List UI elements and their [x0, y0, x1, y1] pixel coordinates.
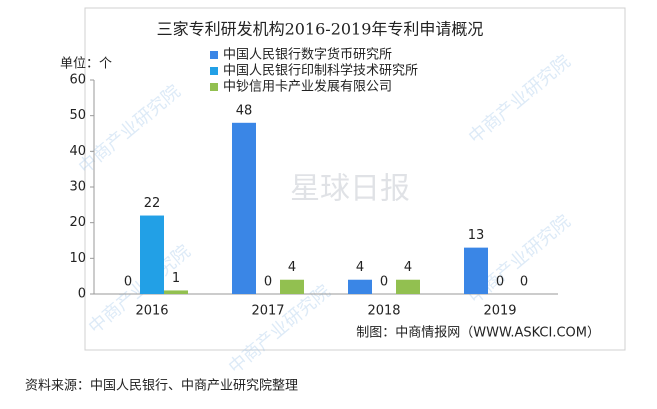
- bar: [396, 279, 420, 294]
- data-label: 4: [356, 260, 364, 275]
- data-label: 1: [172, 271, 180, 286]
- x-tick-label: 2017: [251, 304, 284, 319]
- y-tick-label: 30: [69, 180, 86, 195]
- watermark: 星球日报: [290, 172, 410, 207]
- x-tick-label: 2019: [483, 304, 516, 319]
- y-tick-label: 10: [69, 251, 86, 266]
- x-tick-label: 2018: [367, 304, 400, 319]
- data-label: 0: [124, 275, 132, 290]
- x-tick-label: 2016: [135, 304, 168, 319]
- data-label: 0: [520, 275, 528, 290]
- y-tick-label: 20: [69, 215, 86, 230]
- legend-swatch: [210, 83, 218, 91]
- bar: [232, 122, 256, 294]
- data-label: 4: [288, 260, 296, 275]
- bar: [464, 247, 488, 294]
- data-label: 0: [496, 275, 504, 290]
- data-label: 48: [236, 103, 253, 118]
- caption: 资料来源：中国人民银行、中商产业研究院整理: [25, 379, 298, 394]
- y-tick-label: 60: [69, 73, 86, 88]
- y-tick-label: 0: [78, 287, 86, 302]
- legend-label: 中国人民银行数字货币研究所: [223, 47, 392, 63]
- y-axis-label: 单位：个: [60, 57, 112, 72]
- legend-swatch: [210, 51, 218, 59]
- bar: [164, 290, 188, 294]
- y-tick-label: 40: [69, 144, 86, 159]
- bar: [140, 215, 164, 294]
- chart-title: 三家专利研发机构2016-2019年专利申请概况: [157, 20, 484, 39]
- legend-label: 中国人民银行印制科学技术研究所: [223, 63, 418, 79]
- bar: [348, 279, 372, 294]
- credit: 制图：中商情报网（WWW.ASKCI.COM）: [356, 326, 600, 341]
- y-tick-label: 50: [69, 108, 86, 123]
- data-label: 13: [468, 228, 485, 243]
- data-label: 22: [144, 196, 161, 211]
- data-label: 0: [264, 275, 272, 290]
- bar: [280, 279, 304, 294]
- data-label: 4: [404, 260, 412, 275]
- data-label: 0: [380, 275, 388, 290]
- legend-swatch: [210, 67, 218, 75]
- legend-label: 中钞信用卡产业发展有限公司: [223, 79, 392, 95]
